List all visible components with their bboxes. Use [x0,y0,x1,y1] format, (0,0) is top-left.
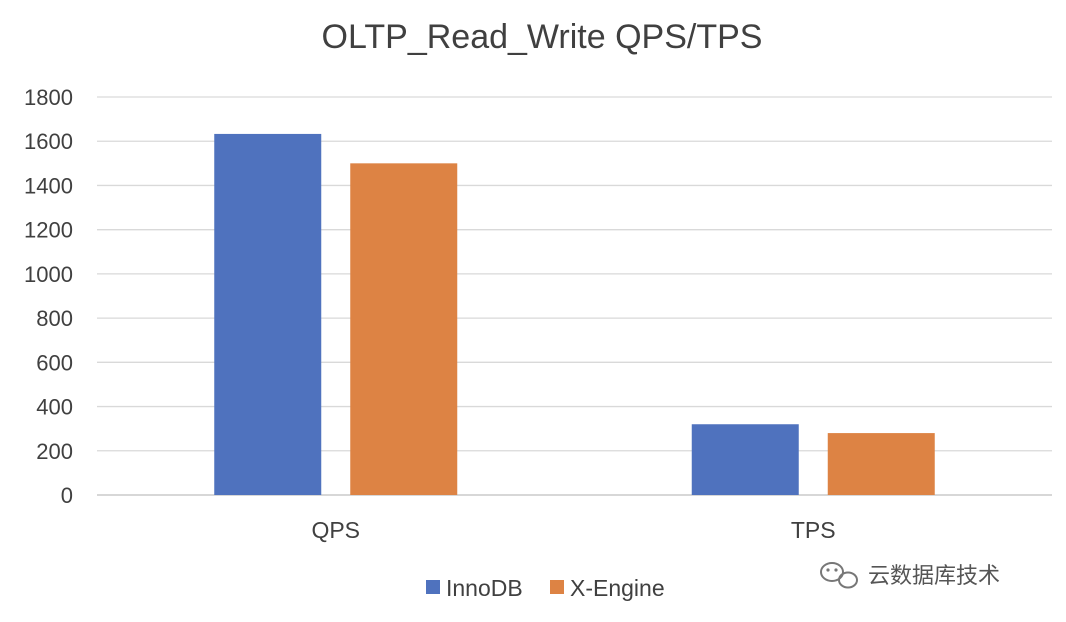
y-tick-label: 1600 [24,129,73,154]
bar-x-engine-qps [350,163,458,496]
legend-label: InnoDB [446,575,523,601]
y-axis-ticks: 0 200 400 600 800 1000 1200 1400 1600 1800 [24,85,73,508]
y-tick-label: 200 [36,439,73,464]
chart-title: OLTP_Read_Write QPS/TPS [322,18,763,56]
x-category-label: TPS [791,517,836,543]
y-tick-label: 0 [61,483,73,508]
y-tick-label: 1200 [24,218,73,243]
legend-swatch [550,580,564,594]
watermark: 云数据库技术 [820,562,1000,589]
bar-innodb-qps [214,133,322,496]
y-tick-label: 400 [36,395,73,420]
legend-label: X-Engine [570,575,665,601]
bar-x-engine-tps [827,433,935,495]
y-tick-label: 600 [36,350,73,375]
x-category-label: QPS [311,517,360,543]
wechat-icon [820,562,858,589]
bars [214,133,935,496]
y-tick-label: 1000 [24,262,73,287]
x-axis-categories: QPS TPS [311,517,835,543]
y-tick-label: 1400 [24,173,73,198]
y-tick-label: 800 [36,306,73,331]
bar-innodb-tps [691,424,799,495]
legend-swatch [426,580,440,594]
watermark-text: 云数据库技术 [868,564,1000,589]
y-tick-label: 1800 [24,85,73,110]
legend: InnoDB X-Engine [426,575,665,601]
